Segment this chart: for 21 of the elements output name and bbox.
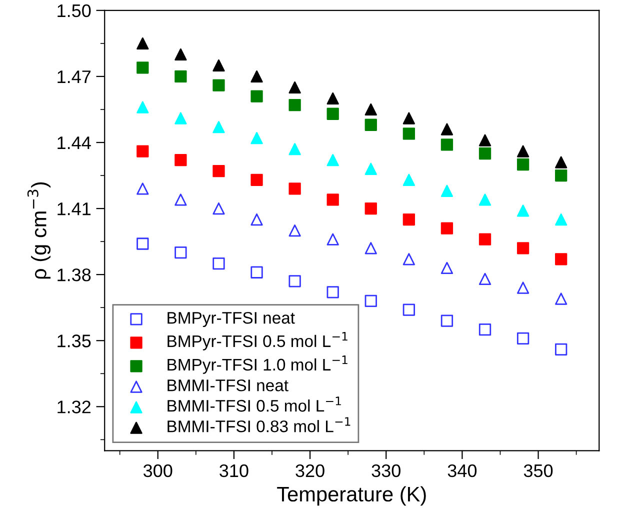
legend-label: BMPyr-TFSI 1.0 mol L$^{−1}$ [168,356,348,374]
y-tick-label: 1.35 [58,334,91,348]
x-tick-label: 300 [143,464,172,478]
x-tick-label: 350 [524,464,553,478]
y-tick-label: 1.41 [58,202,91,216]
legend-label: BMPyr-TFSI neat [168,312,295,328]
y-tick-label: 1.38 [58,268,91,282]
x-tick-label: 330 [372,464,400,478]
legend-label: BMPyr-TFSI 0.5 mol L$^{−1}$ [168,332,348,350]
x-tick-label: 340 [448,464,477,478]
y-axis-title: ρ (g cm$^{−3}$) [27,182,51,279]
y-tick-label: 1.47 [58,70,91,83]
y-tick-label: 1.44 [58,136,91,150]
legend-label: BMMI-TFSI 0.5 mol L$^{−1}$ [168,396,341,412]
y-tick-label: 1.32 [58,400,91,414]
legend-label: BMMI-TFSI 0.83 mol L$^{−1}$ [168,417,350,432]
x-tick-label: 310 [220,464,248,478]
x-axis-title: Temperature (K) [277,486,426,506]
x-tick-label: 320 [296,464,324,478]
y-tick-label: 1.50 [58,4,91,18]
legend-label: BMMI-TFSI neat [168,379,288,392]
